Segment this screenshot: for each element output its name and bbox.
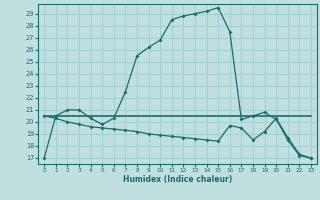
- X-axis label: Humidex (Indice chaleur): Humidex (Indice chaleur): [123, 175, 232, 184]
